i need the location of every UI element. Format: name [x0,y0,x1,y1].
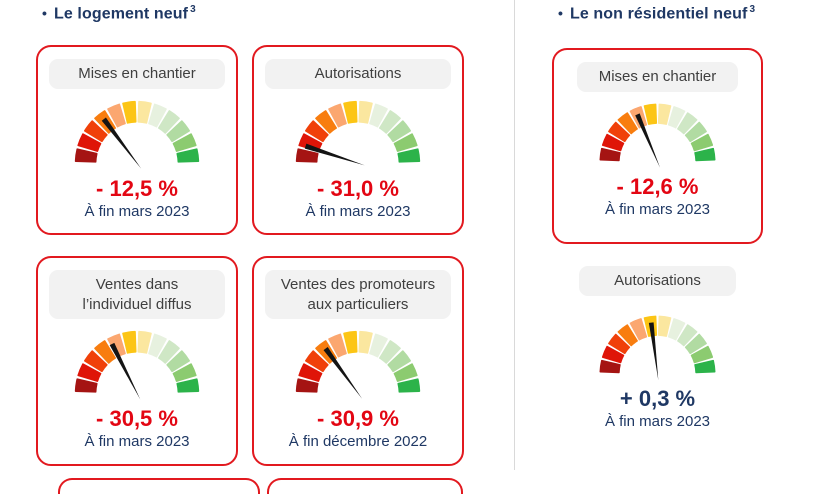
gauge-chart [69,327,205,401]
gauge-card-logement-mises-en-chantier: Mises en chantier - 12,5 % À fin mars 20… [36,45,238,235]
indicator-label: Autorisations [265,59,451,89]
indicator-label-line1: Autorisations [614,272,701,289]
gauge-value: - 30,9 % [317,406,399,431]
indicator-label-line2: l’individuel diffus [82,295,192,313]
gauge-card-ventes-individuel-diffus: Ventes dans l’individuel diffus - 30,5 %… [36,256,238,466]
gauge-value: - 31,0 % [317,175,399,201]
bullet-icon: • [558,5,564,22]
gauge-value: - 30,5 % [96,406,178,431]
gauge-chart [594,312,721,381]
cut-off-card-top [58,478,260,494]
section-title-non-residentiel-neuf: • Le non résidentiel neuf 3 [558,4,755,23]
indicator-label-line1: Ventes des promoteurs [280,276,436,293]
gauge-period: À fin décembre 2022 [288,433,428,451]
section-title-text: Le non résidentiel neuf [570,5,748,23]
gauge-period: À fin mars 2023 [604,412,711,430]
section-title-text: Le logement neuf [54,5,189,23]
gauge-card-logement-autorisations: Autorisations - 31,0 % À fin mars 2023 [252,45,464,235]
dashboard-conjoncture: { "sections": { "left": { "bullet": "•",… [36,0,763,494]
indicator-label: Mises en chantier [48,59,226,89]
gauge-chart [290,327,426,401]
indicator-label-line2: aux particuliers [307,295,409,313]
gauge-value: - 12,5 % [96,175,178,201]
footnote-ref: 3 [749,4,756,15]
section-title-logement-neuf: • Le logement neuf 3 [42,4,196,23]
gauge-period: À fin mars 2023 [84,433,190,451]
cut-off-card-top [267,478,463,494]
gauge-chart [290,97,426,171]
column-divider [514,0,515,470]
gauge-card-ventes-promoteurs: Ventes des promoteurs aux particuliers -… [252,256,464,466]
indicator-label: Ventes des promoteurs aux particuliers [265,270,451,319]
gauge-period: À fin mars 2023 [604,200,711,218]
indicator-label: Ventes dans l’individuel diffus [48,270,226,319]
gauge-chart [594,100,721,169]
indicator-label: Autorisations [579,266,736,296]
indicator-label-line1: Mises en chantier [78,65,196,82]
gauge-card-nonres-autorisations: Autorisations + 0,3 % À fin mars 2023 [552,256,763,448]
gauge-card-nonres-mises-en-chantier: Mises en chantier - 12,6 % À fin mars 20… [552,48,763,244]
gauge-value: + 0,3 % [619,385,696,411]
indicator-label-line1: Mises en chantier [598,68,717,85]
indicator-label: Mises en chantier [576,62,739,92]
gauge-chart [69,97,205,171]
gauge-period: À fin mars 2023 [84,202,190,220]
indicator-label-line1: Autorisations [314,65,402,82]
indicator-label-line1: Ventes dans [95,276,179,293]
bullet-icon: • [42,5,48,22]
gauge-period: À fin mars 2023 [305,202,411,220]
gauge-value: - 12,6 % [616,173,699,199]
footnote-ref: 3 [190,4,196,15]
